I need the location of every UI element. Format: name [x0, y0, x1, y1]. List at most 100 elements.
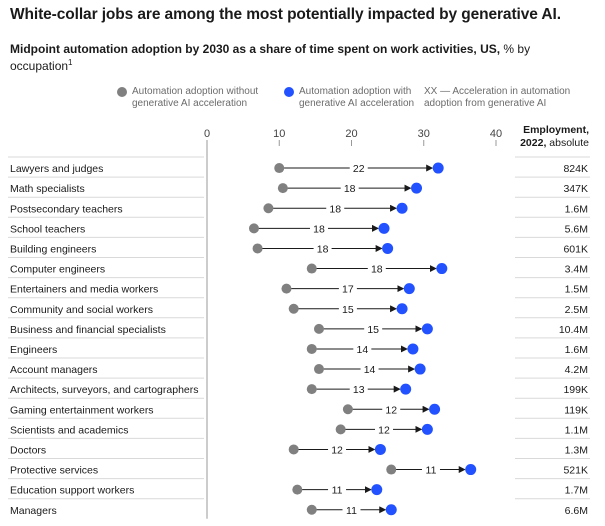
chart-title: White-collar jobs are among the most pot…: [10, 6, 561, 23]
acceleration-label: 18: [329, 203, 341, 215]
dot-with-genai: [371, 484, 383, 496]
subtitle-footnote: 1: [68, 58, 73, 67]
category-label: Community and social workers: [10, 304, 153, 316]
legend-without-line1: Automation adoption without: [132, 86, 259, 97]
chart-row: Scientists and academics 1.1M 12: [8, 417, 590, 436]
chart-row: Postsecondary teachers 1.6M 18: [8, 196, 590, 215]
subtitle-bold: Midpoint automation adoption by 2030 as …: [10, 42, 501, 56]
acceleration-label: 11: [346, 505, 357, 517]
dot-without-genai: [306, 384, 317, 395]
employment-value: 10.4M: [559, 324, 588, 336]
dot-without-genai: [306, 263, 317, 274]
employment-header: Employment, 2022, absolute: [520, 124, 589, 150]
chart-row: Community and social workers 2.5M 15: [8, 297, 590, 316]
employment-value: 1.6M: [565, 344, 588, 356]
dot-without-genai: [292, 484, 303, 495]
dot-with-genai: [378, 222, 390, 234]
subtitle-rest: % by occupation: [10, 42, 531, 73]
dot-without-genai: [335, 424, 346, 435]
chart-row: Building engineers 601K 18: [8, 236, 590, 255]
chart-subtitle: Midpoint automation adoption by 2030 as …: [10, 42, 570, 73]
x-tick-label: 10: [273, 128, 285, 140]
dot-without-genai: [277, 183, 288, 194]
category-label: Protective services: [10, 465, 98, 477]
category-label: Education support workers: [10, 485, 134, 497]
dot-without-genai: [386, 464, 397, 475]
legend-accel-line2: adoption from generative AI: [424, 98, 547, 109]
dot-with-genai: [421, 423, 433, 435]
category-label: Scientists and academics: [10, 424, 128, 436]
x-tick-label: 0: [204, 128, 210, 140]
category-label: Building engineers: [10, 243, 96, 255]
employment-value: 1.3M: [565, 444, 588, 456]
dot-without-genai: [252, 243, 263, 254]
acceleration-label: 15: [342, 304, 354, 316]
dot-without-genai: [313, 323, 324, 334]
chart-row: Business and financial specialists 10.4M 1…: [8, 317, 590, 336]
employment-header-line2-rest: absolute: [546, 137, 589, 149]
category-label: Engineers: [10, 344, 57, 356]
employment-value: 824K: [563, 163, 588, 175]
blue-dot-icon: [284, 87, 294, 97]
category-label: Doctors: [10, 444, 46, 456]
dot-with-genai: [436, 263, 448, 275]
dot-without-genai: [248, 223, 259, 234]
acceleration-label: 12: [378, 424, 390, 436]
dot-with-genai: [429, 403, 441, 415]
employment-value: 2.5M: [565, 304, 588, 316]
employment-value: 347K: [563, 183, 588, 195]
dot-with-genai: [396, 202, 408, 214]
acceleration-label: 12: [385, 404, 397, 416]
dot-with-genai: [465, 464, 477, 476]
dot-with-genai: [411, 182, 423, 194]
acceleration-label: 18: [317, 243, 329, 255]
employment-header-line1: Employment,: [523, 124, 589, 136]
employment-value: 6.6M: [565, 505, 588, 517]
dot-with-genai: [407, 343, 419, 355]
acceleration-label: 12: [331, 444, 343, 456]
dot-with-genai: [396, 303, 408, 315]
chart-row: Protective services 521K 11: [8, 458, 590, 477]
dot-with-genai: [382, 242, 394, 254]
employment-value: 1.1M: [565, 424, 588, 436]
chart-row: Engineers 1.6M 14: [8, 337, 590, 356]
x-tick-label: 30: [418, 128, 430, 140]
chart-row: Doctors 1.3M 12: [8, 437, 590, 456]
category-label: Business and financial specialists: [10, 324, 166, 336]
employment-value: 119K: [564, 404, 588, 416]
chart-row: Education support workers 1.7M 11: [8, 478, 590, 497]
dot-with-genai: [421, 323, 433, 335]
dot-without-genai: [306, 504, 317, 515]
acceleration-label: 13: [353, 384, 365, 396]
acceleration-label: 18: [371, 264, 383, 276]
acceleration-label: 11: [426, 465, 437, 477]
category-label: Entertainers and media workers: [10, 284, 158, 296]
dot-with-genai: [400, 383, 412, 395]
legend-with-line1: Automation adoption with: [299, 86, 412, 97]
category-label: Computer engineers: [10, 264, 105, 276]
category-label: Managers: [10, 505, 57, 517]
employment-value: 1.7M: [565, 485, 588, 497]
category-label: Gaming entertainment workers: [10, 404, 154, 416]
acceleration-label: 22: [353, 163, 365, 175]
employment-header-line2-bold: 2022,: [520, 137, 547, 149]
legend-accel-line1: XX — Acceleration in automation: [424, 86, 571, 97]
category-label: Postsecondary teachers: [10, 203, 123, 215]
acceleration-label: 11: [332, 485, 343, 497]
acceleration-label: 15: [367, 324, 379, 336]
employment-value: 1.5M: [565, 284, 588, 296]
x-tick-label: 20: [345, 128, 357, 140]
acceleration-label: 14: [356, 344, 368, 356]
gray-dot-icon: [117, 87, 127, 97]
category-label: Account managers: [10, 364, 98, 376]
dot-with-genai: [414, 363, 426, 375]
chart-row: Gaming entertainment workers 119K 12: [8, 397, 590, 416]
dot-with-genai: [374, 443, 386, 455]
category-label: Architects, surveyors, and cartographers: [10, 384, 199, 396]
dot-without-genai: [263, 203, 274, 214]
category-label: Math specialists: [10, 183, 85, 195]
x-tick-label: 40: [490, 128, 502, 140]
employment-value: 5.6M: [565, 223, 588, 235]
